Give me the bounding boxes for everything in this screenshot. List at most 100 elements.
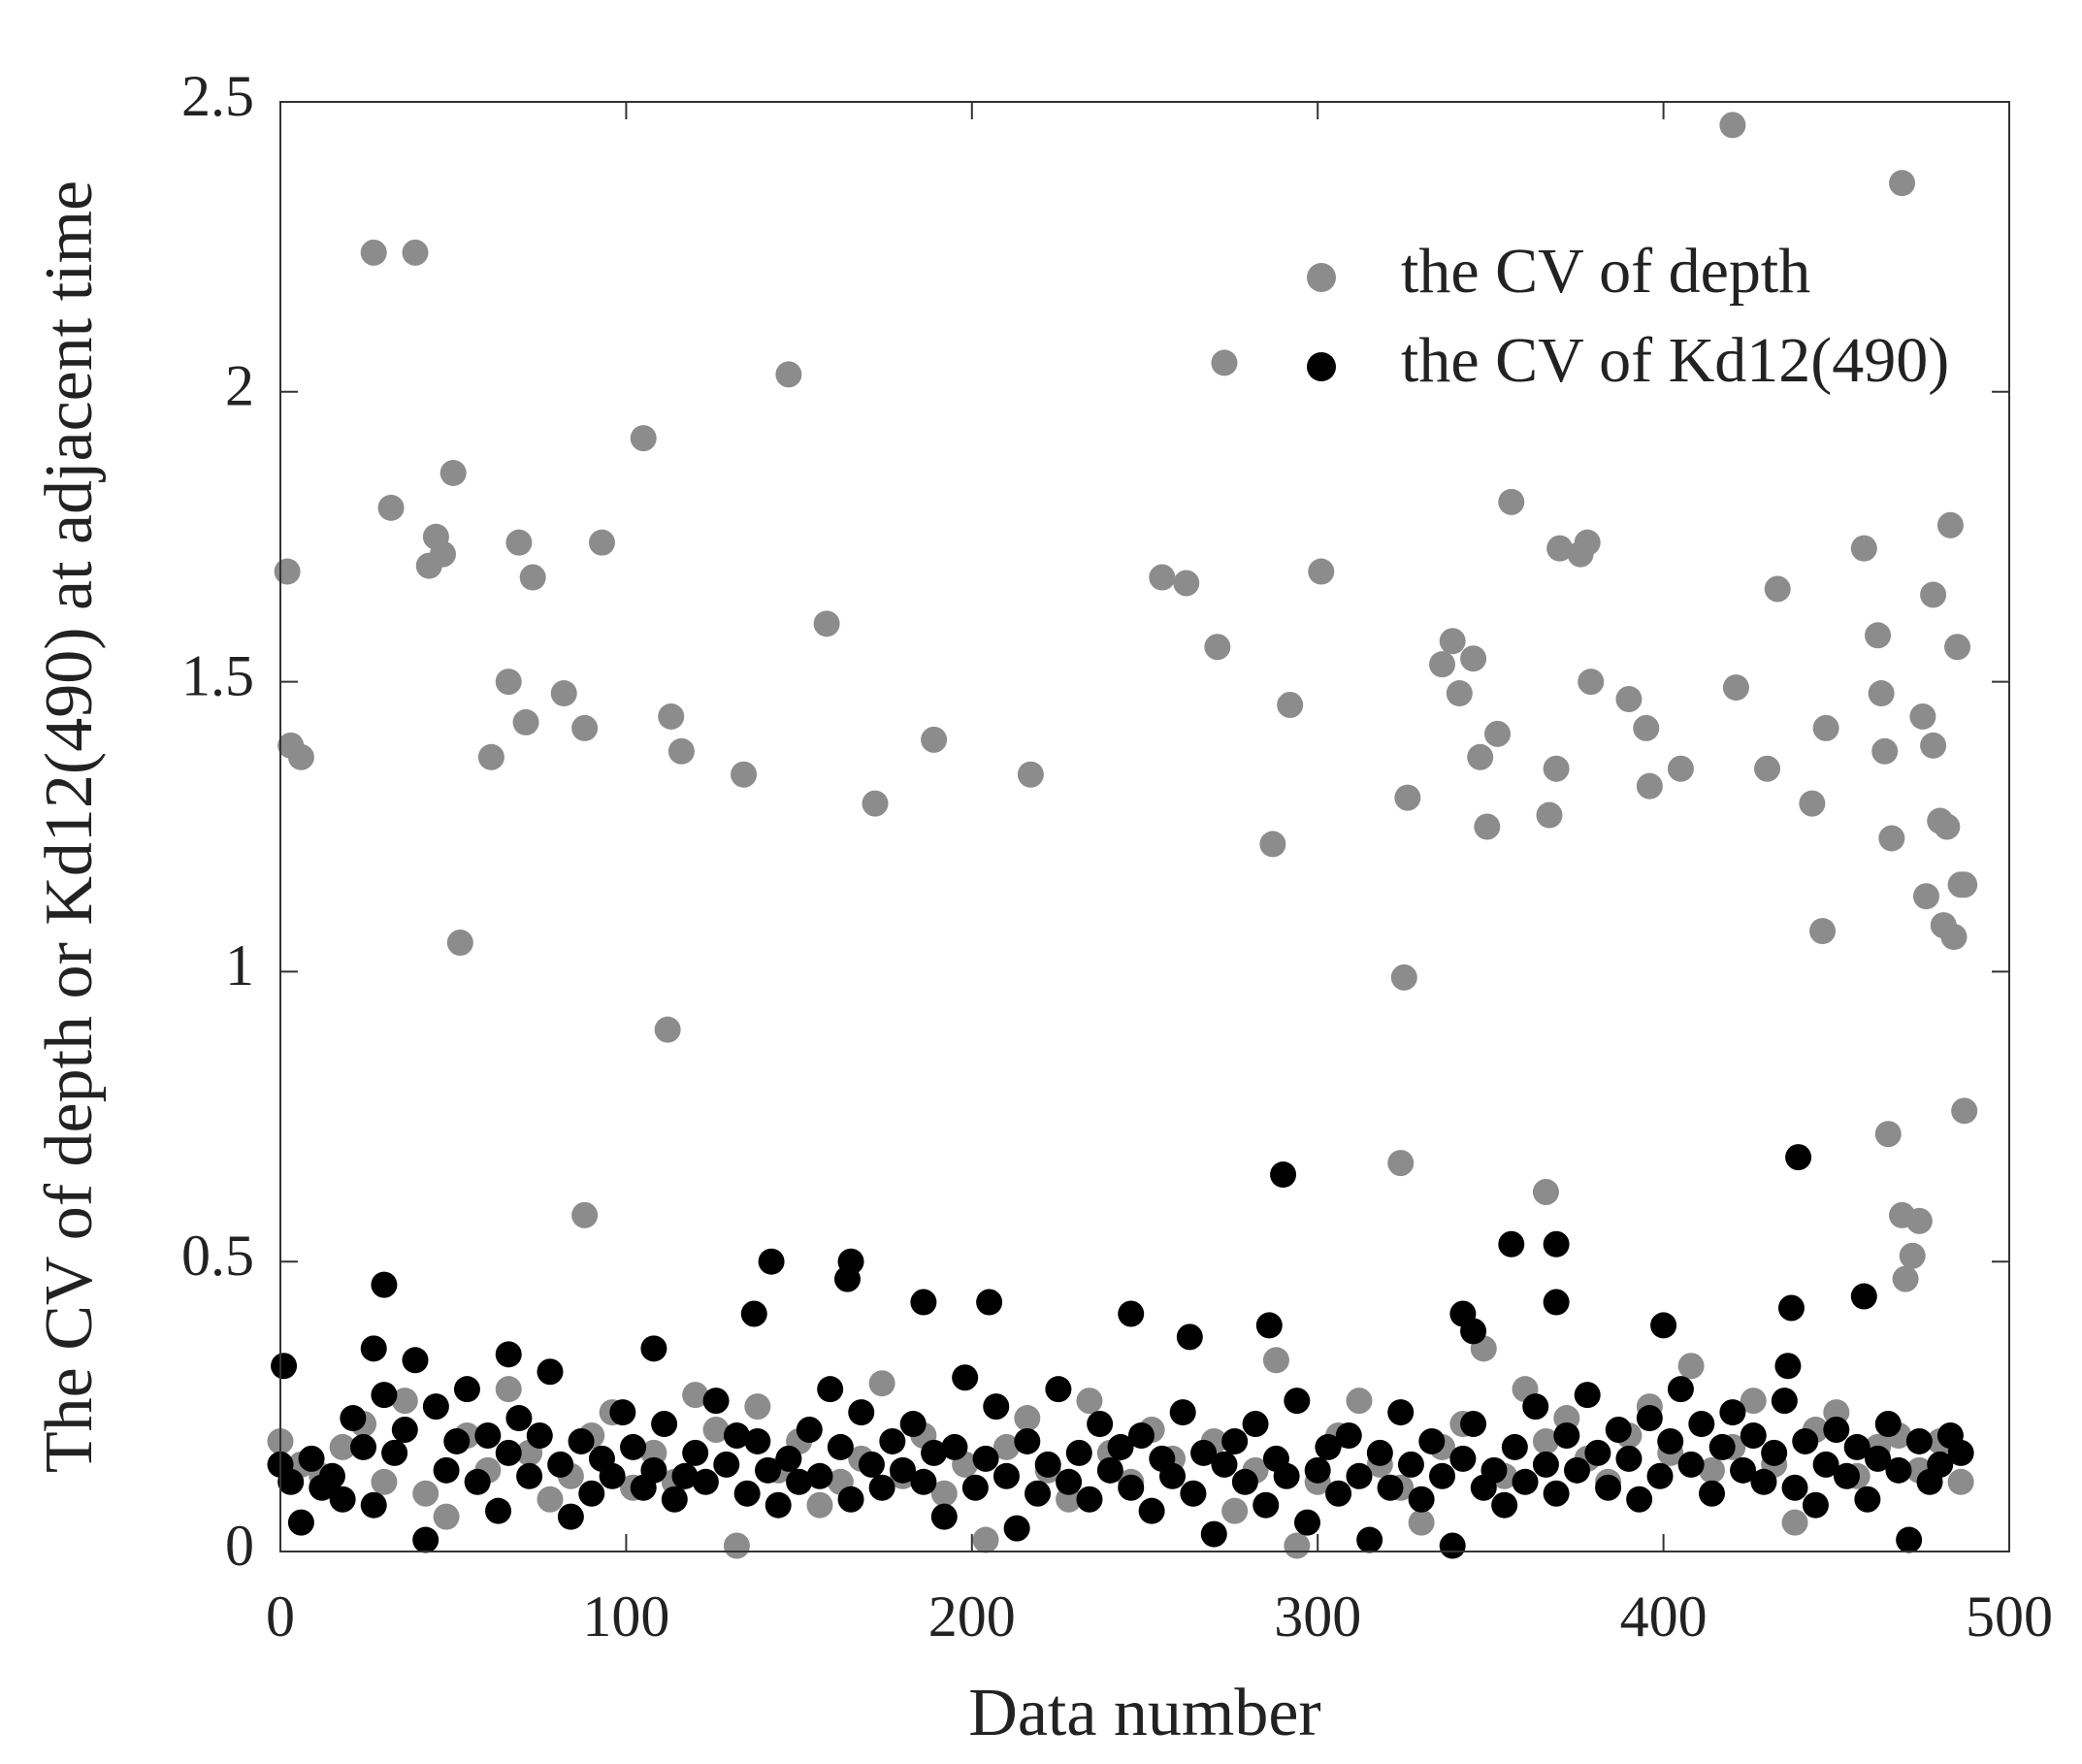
scatter-point: [519, 564, 546, 591]
scatter-point: [1408, 1486, 1435, 1513]
x-axis-label: Data number: [968, 1676, 1320, 1750]
scatter-point: [1650, 1312, 1677, 1339]
scatter-point: [1833, 1462, 1860, 1489]
scatter-point: [1284, 1388, 1311, 1415]
scatter-point: [972, 1445, 999, 1472]
scatter-point: [1812, 1451, 1839, 1478]
scatter-point: [1750, 1468, 1777, 1495]
legend-marker: [1307, 352, 1336, 381]
scatter-point: [402, 239, 429, 266]
scatter-point: [571, 1201, 599, 1228]
scatter-point: [1259, 831, 1286, 858]
plot-frame: [279, 101, 2010, 1552]
scatter-point: [1626, 1486, 1653, 1513]
scatter-point: [1308, 558, 1335, 585]
y-tick-label: 0: [225, 1514, 254, 1578]
scatter-point: [412, 1526, 439, 1553]
y-tick-label: 2.5: [181, 64, 254, 128]
scatter-point: [758, 1248, 785, 1275]
scatter-point: [495, 1439, 522, 1466]
x-tick-label: 100: [582, 1584, 669, 1649]
scatter-point: [837, 1248, 864, 1275]
scatter-point: [879, 1427, 906, 1454]
scatter-point: [1231, 1468, 1258, 1495]
scatter-point: [1543, 1230, 1570, 1258]
scatter-point: [1394, 784, 1421, 811]
scatter-point: [1874, 1411, 1902, 1438]
scatter-point: [1543, 1289, 1570, 1316]
scatter-point: [1014, 1405, 1041, 1432]
scatter-point: [1325, 1480, 1352, 1507]
scatter-point: [1865, 1445, 1892, 1472]
scatter-point: [1785, 1144, 1812, 1171]
scatter-point: [1536, 801, 1563, 829]
scatter-point: [1899, 1242, 1926, 1269]
scatter-point: [433, 1503, 460, 1530]
scatter-point: [1740, 1421, 1767, 1449]
scatter-point: [910, 1468, 937, 1495]
scatter-point: [547, 1451, 574, 1478]
scatter-point: [1211, 1451, 1238, 1478]
scatter-point: [640, 1335, 667, 1362]
scatter-point: [1868, 680, 1895, 707]
scatter-point: [1781, 1474, 1808, 1501]
scatter-point: [1449, 1445, 1477, 1472]
scatter-point: [1429, 1462, 1456, 1489]
scatter-point: [1730, 1456, 1757, 1484]
scatter-point: [682, 1382, 709, 1409]
scatter-point: [1912, 883, 1939, 910]
scatter-point: [464, 1468, 491, 1495]
scatter-point: [1474, 813, 1501, 840]
scatter-point: [298, 1445, 325, 1472]
scatter-point: [1076, 1486, 1103, 1513]
scatter-point: [992, 1462, 1020, 1489]
scatter-point: [1605, 1417, 1632, 1444]
scatter-point: [1138, 1497, 1165, 1524]
scatter-point: [495, 1376, 522, 1403]
scatter-point: [1211, 349, 1238, 376]
scatter-point: [976, 1289, 1003, 1316]
scatter-point: [1335, 1421, 1362, 1449]
scatter-point: [1874, 1121, 1902, 1148]
scatter-point: [1356, 1526, 1383, 1553]
scatter-point: [599, 1462, 626, 1489]
scatter-point: [733, 1480, 761, 1507]
scatter-point: [1553, 1421, 1580, 1449]
scatter-point: [1889, 170, 1916, 197]
scatter-point: [505, 529, 533, 556]
scatter-point: [274, 558, 301, 585]
scatter-point: [744, 1427, 771, 1454]
scatter-point: [1615, 1445, 1643, 1472]
scatter-point: [1677, 1451, 1705, 1478]
scatter-point: [813, 610, 840, 637]
scatter-point: [1025, 1480, 1052, 1507]
scatter-point: [775, 1445, 802, 1472]
scatter-point: [862, 790, 889, 817]
scatter-point: [1905, 1207, 1933, 1234]
scatter-point: [1850, 535, 1877, 562]
scatter-point: [1543, 755, 1570, 782]
scatter-point: [723, 1421, 750, 1449]
scatter-point: [1823, 1417, 1850, 1444]
x-tick-label: 500: [1966, 1584, 2053, 1649]
scatter-point: [899, 1411, 927, 1438]
scatter-point: [1173, 570, 1200, 597]
scatter-point: [1865, 622, 1892, 649]
scatter-point: [1885, 1456, 1912, 1484]
x-tick-label: 300: [1274, 1584, 1361, 1649]
scatter-point: [1460, 1411, 1487, 1438]
scatter-point: [755, 1456, 782, 1484]
scatter-point: [1574, 1382, 1601, 1409]
scatter-point: [1761, 1439, 1788, 1466]
scatter-point: [1657, 1427, 1684, 1454]
scatter-point: [1944, 634, 1971, 661]
scatter-point: [910, 1289, 937, 1316]
scatter-point: [1107, 1433, 1134, 1460]
scatter-point: [796, 1417, 823, 1444]
scatter-point: [277, 1468, 305, 1495]
scatter-point: [271, 1353, 298, 1380]
scatter-point: [1777, 1294, 1805, 1322]
scatter-point: [1045, 1376, 1072, 1403]
scatter-point: [806, 1462, 833, 1489]
scatter-point: [848, 1399, 875, 1426]
